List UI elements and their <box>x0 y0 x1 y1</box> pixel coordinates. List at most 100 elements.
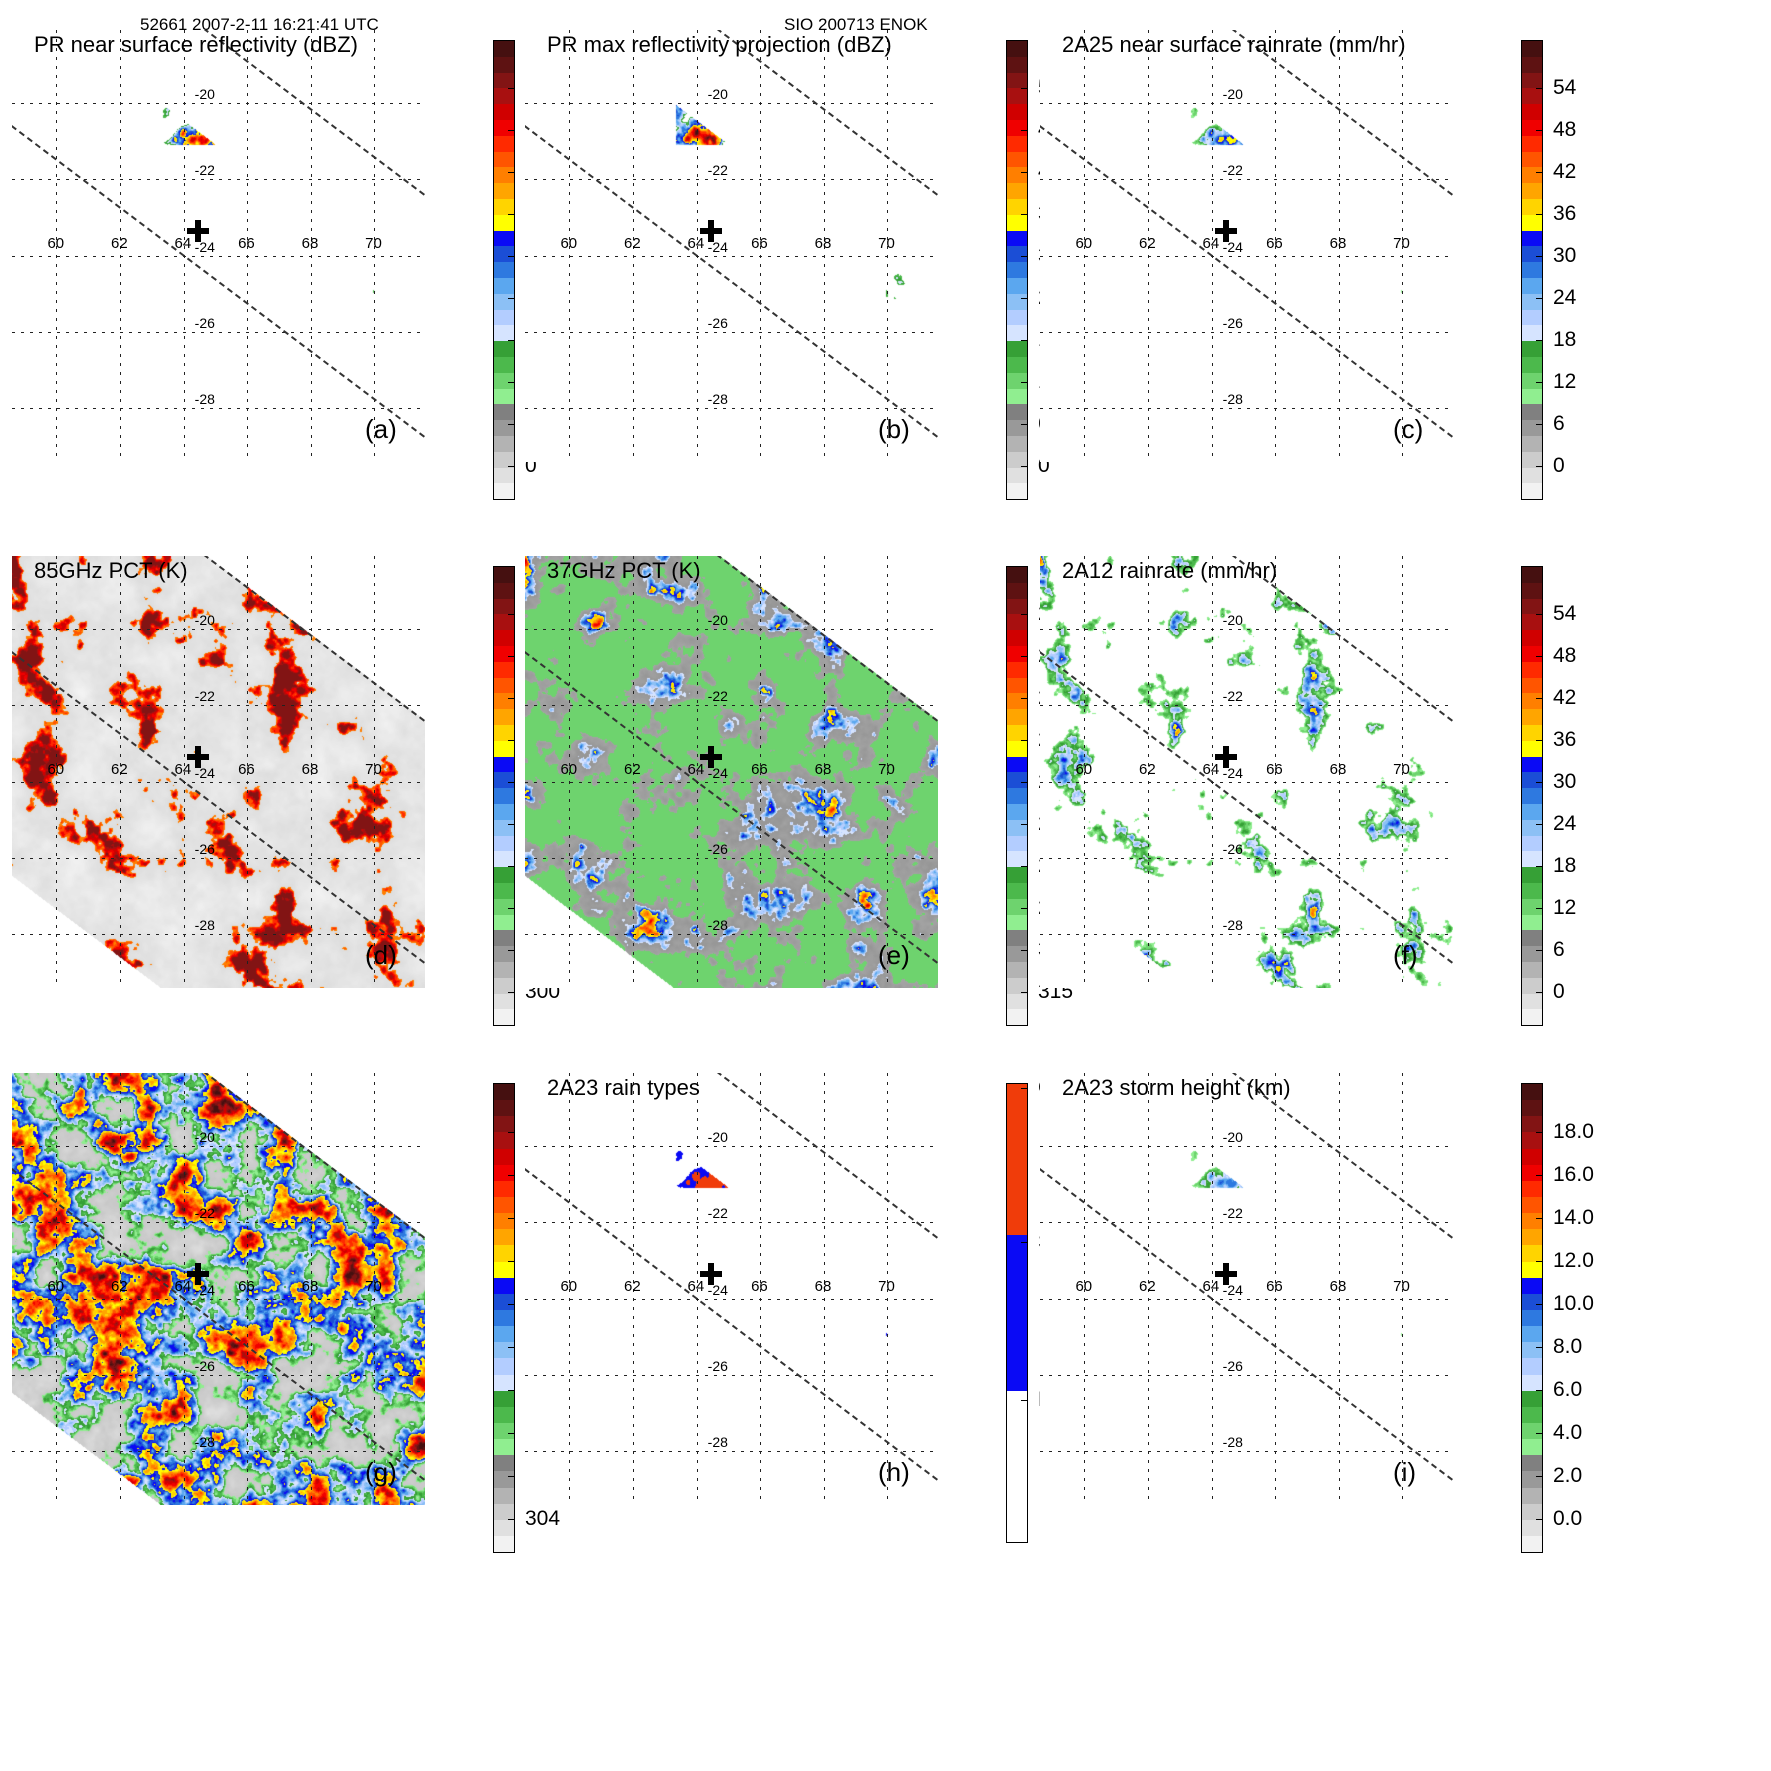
colorbar-segment-0 <box>494 41 514 57</box>
colorbar-segment-6 <box>494 661 514 678</box>
colorbar-segment-27 <box>494 993 514 1010</box>
colorbar-segment-1 <box>1522 56 1542 73</box>
colorbar-segment-12 <box>494 230 514 247</box>
panel-title: 37GHz PCT (K) <box>547 558 701 583</box>
colorbar-tick-label: 8.0 <box>1535 1335 1582 1359</box>
colorbar-tick-label: 6 <box>1536 412 1565 436</box>
colorbar-segment-20 <box>1522 882 1542 899</box>
colorbar-segment-20 <box>494 356 514 373</box>
colorbar-segment-9 <box>1007 709 1027 725</box>
colorbar-segment-7 <box>494 677 514 694</box>
colorbar-segment-3 <box>1522 88 1542 105</box>
lat-tick-label--26: -26 <box>707 1358 728 1375</box>
lat-tick-label--20: -20 <box>1222 611 1243 628</box>
colorbar-segment-24 <box>1007 946 1027 962</box>
colorbar: ConvStratN/A <box>1006 1076 1087 1543</box>
colorbar-tick-label: 0 <box>1536 454 1565 478</box>
map-plot-area: 60 62 64 66 68 70 -20 -22 -24 -26 -28 2A25 near sur… <box>1040 30 1453 462</box>
colorbar-segment-6 <box>1007 661 1027 678</box>
lon-tick-label-60: 60 <box>560 234 578 252</box>
colorbar-segment-12 <box>494 1277 514 1294</box>
lat-tick-label--24: -24 <box>707 238 728 255</box>
colorbar-segment-26 <box>494 451 514 468</box>
colorbar-segment-13 <box>1007 772 1027 789</box>
colorbar-segment-26 <box>1007 977 1027 994</box>
colorbar-segment-0 <box>1007 1084 1027 1236</box>
colorbar-segment-27 <box>1522 993 1542 1010</box>
colorbar-segment-9 <box>494 709 514 725</box>
lon-tick-label-64: 64 <box>174 760 192 778</box>
colorbar-segment-13 <box>1522 772 1542 789</box>
colorbar-segment-27 <box>1007 467 1027 484</box>
colorbar-tick-label: 0 <box>508 454 537 478</box>
colorbar-segment-27 <box>1007 993 1027 1010</box>
colorbar-ticks: 54 48 42 36 30 24 18 12 6 0 <box>1535 40 1633 500</box>
lat-tick-label--24: -24 <box>1222 238 1243 255</box>
colorbar-segment-23 <box>1007 930 1027 947</box>
colorbar-segment-23 <box>494 930 514 947</box>
colorbar-segment-13 <box>1522 1293 1542 1310</box>
colorbar-segment-15 <box>494 277 514 294</box>
colorbar-segment-26 <box>1522 1503 1542 1520</box>
colorbar-gradient <box>1521 566 1543 1026</box>
colorbar-segment-18 <box>494 1374 514 1391</box>
lat-tick-label--26: -26 <box>707 841 728 858</box>
colorbar-segment-24 <box>1522 1471 1542 1488</box>
lat-tick-label--28: -28 <box>194 391 215 408</box>
colorbar-segment-10 <box>494 724 514 741</box>
colorbar-segment-25 <box>1522 1487 1542 1504</box>
lon-tick-label-70: 70 <box>365 1277 382 1295</box>
colorbar-segment-2 <box>494 72 514 89</box>
lon-tick-label-70: 70 <box>365 760 382 778</box>
colorbar-segment-21 <box>494 1422 514 1440</box>
lon-tick-label-62: 62 <box>1139 760 1156 778</box>
colorbar-segment-16 <box>1522 819 1542 836</box>
panel-title: 2A12 rainrate (mm/hr) <box>1062 558 1278 583</box>
colorbar-segment-5 <box>1007 645 1027 662</box>
colorbar-segment-17 <box>1007 835 1027 852</box>
colorbar-segment-17 <box>1522 835 1542 852</box>
lat-tick-label--24: -24 <box>707 1281 728 1298</box>
panel-letter: (e) <box>878 940 910 970</box>
panel-letter: (i) <box>1393 1457 1417 1487</box>
colorbar-segment-5 <box>494 645 514 662</box>
lon-tick-label-66: 66 <box>238 760 255 778</box>
colorbar-segment-11 <box>1007 214 1027 231</box>
colorbar-tick-label: 304 <box>507 1507 560 1531</box>
colorbar-segment-12 <box>1007 756 1027 773</box>
colorbar-segment-22 <box>494 914 514 931</box>
colorbar-tick-label: 30 <box>1535 770 1576 794</box>
colorbar-segment-19 <box>494 1390 514 1407</box>
colorbar-segment-22 <box>1007 914 1027 931</box>
lat-tick-label--22: -22 <box>1222 1205 1243 1222</box>
colorbar-segment-6 <box>1522 135 1542 152</box>
colorbar-segment-8 <box>1522 693 1542 710</box>
colorbar-segment-18 <box>1007 325 1027 342</box>
colorbar-segment-3 <box>494 88 514 105</box>
lat-tick-label--20: -20 <box>194 611 215 628</box>
swath-data-raster <box>12 556 425 988</box>
colorbar-ticks: 18.0 16.0 14.0 12.0 10.0 8.0 6.0 4.0 2.0 0.0 <box>1535 1083 1633 1553</box>
colorbar-segment-18 <box>1522 325 1542 342</box>
colorbar-segment-13 <box>494 772 514 789</box>
colorbar-segment-14 <box>494 788 514 804</box>
colorbar-segment-28 <box>494 1535 514 1553</box>
colorbar-segment-24 <box>494 1471 514 1488</box>
lat-tick-label--24: -24 <box>1222 764 1243 781</box>
colorbar-segment-9 <box>494 183 514 199</box>
colorbar-segment-16 <box>494 819 514 836</box>
colorbar-segment-19 <box>1007 341 1027 357</box>
colorbar-segment-7 <box>1007 677 1027 694</box>
lat-tick-label--24: -24 <box>194 1281 215 1298</box>
colorbar-segment-4 <box>1522 630 1542 646</box>
colorbar-gradient <box>493 1083 515 1553</box>
map-plot-area: 60 62 64 66 68 70 -20 -22 -24 -26 -28 85GHz PCT (K)… <box>12 556 425 988</box>
colorbar-segment-10 <box>1522 724 1542 741</box>
colorbar-segment-11 <box>1007 740 1027 757</box>
swath-data-raster <box>1040 1073 1453 1505</box>
lat-tick-label--26: -26 <box>194 315 215 332</box>
colorbar-segment-19 <box>1522 867 1542 883</box>
colorbar-segment-8 <box>494 693 514 710</box>
panel-h: 60 62 64 66 68 70 -20 -22 -24 -26 -28 2A23 rain typ… <box>525 1073 1098 1543</box>
colorbar-segment-28 <box>1522 483 1542 500</box>
